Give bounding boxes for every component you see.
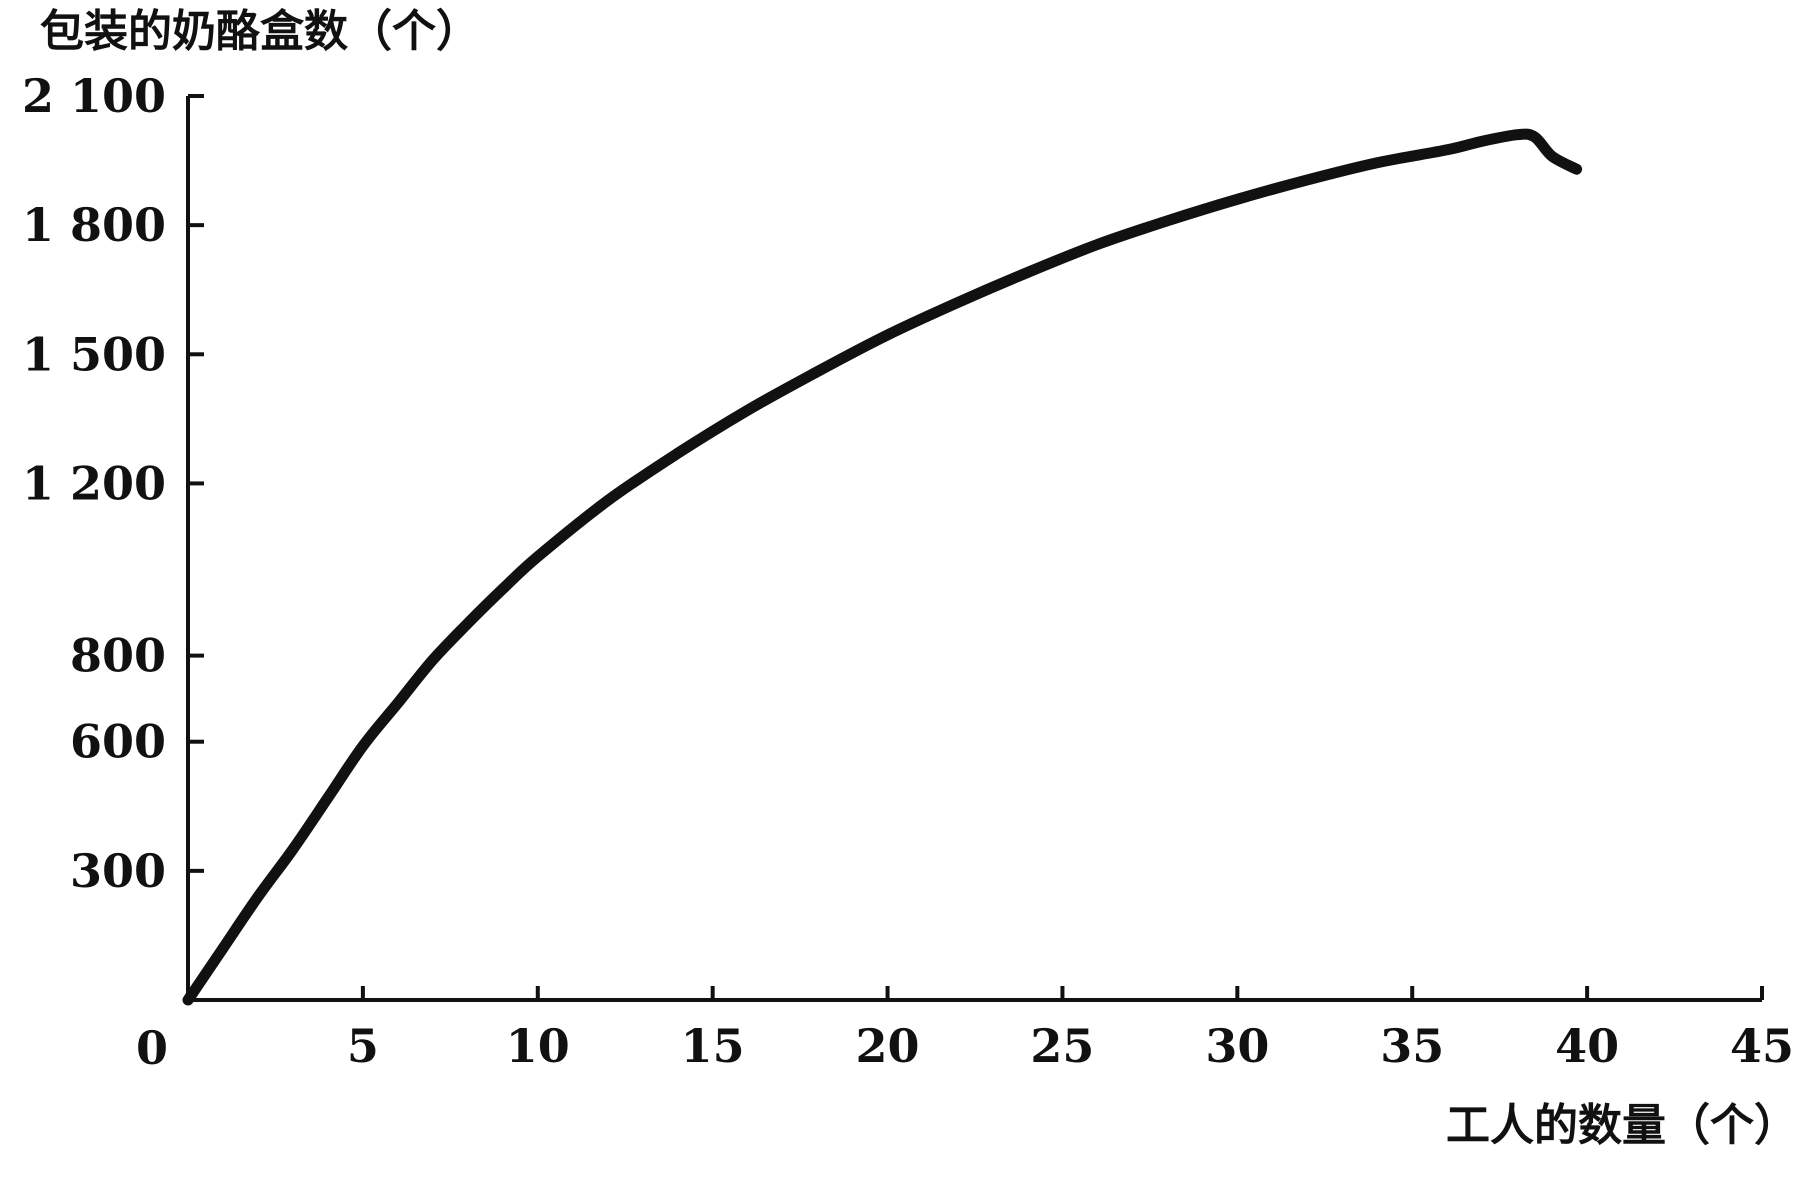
y-tick-label: 1 500	[22, 327, 166, 381]
y-tick-label: 300	[70, 844, 166, 898]
origin-label: 0	[136, 1021, 168, 1075]
x-axis-title: 工人的数量（个）	[1446, 1100, 1798, 1151]
y-tick-label: 600	[70, 715, 166, 769]
axes	[186, 96, 1762, 1002]
y-axis-title: 包装的奶酪盒数（个）	[40, 6, 480, 57]
x-tick-label: 40	[1555, 1019, 1619, 1073]
x-tick-label: 10	[506, 1019, 570, 1073]
x-ticks: 5 10 15 20 25 30 35 40 45	[347, 986, 1794, 1073]
series-line-0	[182, 128, 1583, 1006]
x-tick-label: 30	[1205, 1019, 1269, 1073]
x-tick-label: 45	[1730, 1019, 1794, 1073]
x-tick-label: 5	[347, 1019, 379, 1073]
x-tick-label: 20	[856, 1019, 920, 1073]
y-tick-label: 800	[70, 629, 166, 683]
y-tick-label: 1 200	[22, 456, 166, 510]
y-tick-label: 2 100	[22, 69, 166, 123]
x-tick-label: 25	[1030, 1019, 1094, 1073]
x-tick-label: 35	[1380, 1019, 1444, 1073]
x-tick-label: 15	[681, 1019, 745, 1073]
y-ticks: 300 600 800 1 200 1 500 1 800 2 100	[22, 69, 204, 898]
y-tick-label: 1 800	[22, 198, 166, 252]
series-group	[182, 128, 1583, 1006]
